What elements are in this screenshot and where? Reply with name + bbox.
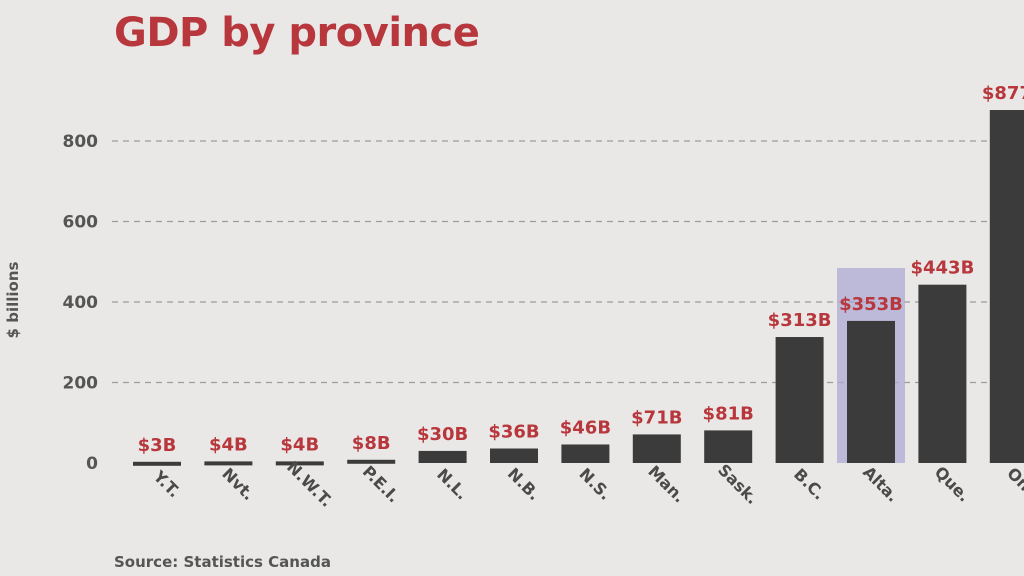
data-label: $36B	[488, 422, 539, 443]
bar	[133, 461, 181, 466]
x-tick-label: Ont.	[1003, 464, 1024, 505]
x-tick-label: N.B.	[504, 464, 544, 504]
x-tick-label: B.C.	[790, 465, 829, 504]
x-tick-label: Alta.	[859, 462, 902, 505]
data-label: $4B	[280, 434, 319, 455]
x-tick-label: Que.	[931, 463, 974, 506]
bar	[775, 337, 824, 463]
y-tick-label: 400	[63, 293, 99, 313]
y-tick-label: 0	[86, 454, 98, 474]
data-label: $353B	[839, 294, 903, 315]
data-label: $443B	[910, 258, 974, 279]
bar	[490, 448, 538, 463]
bar	[418, 450, 467, 463]
x-tick-label: N.W.T.	[283, 457, 336, 510]
data-label: $313B	[768, 310, 832, 331]
bar	[632, 434, 681, 463]
data-label: $8B	[352, 433, 391, 454]
y-tick-label: 800	[63, 132, 99, 152]
data-label: $30B	[417, 424, 468, 445]
x-tick-label: Nvt.	[218, 464, 258, 504]
data-label: $46B	[560, 417, 611, 438]
bar	[989, 110, 1024, 463]
bar	[275, 461, 324, 466]
data-label: $877B	[982, 83, 1024, 104]
x-tick-label: P.E.I.	[359, 462, 403, 506]
x-tick-label: N.L.	[433, 465, 472, 504]
chart-title: GDP by province	[114, 10, 480, 56]
x-tick-label: Sask.	[714, 460, 762, 508]
bar	[704, 430, 753, 463]
x-tick-label: Y.T.	[149, 466, 184, 501]
data-label: $4B	[209, 434, 248, 455]
data-label: $71B	[631, 407, 682, 428]
data-label: $81B	[703, 403, 754, 424]
bar	[561, 444, 610, 463]
bar	[918, 284, 967, 463]
source-note: Source: Statistics Canada	[114, 553, 331, 571]
x-tick-label: Man.	[644, 462, 689, 507]
bar	[847, 320, 895, 463]
y-tick-label: 600	[63, 213, 99, 233]
bar	[347, 459, 396, 464]
data-label: $3B	[138, 435, 177, 456]
bar	[204, 461, 253, 466]
x-tick-label: N.S.	[575, 464, 615, 504]
y-tick-label: 200	[63, 374, 99, 394]
